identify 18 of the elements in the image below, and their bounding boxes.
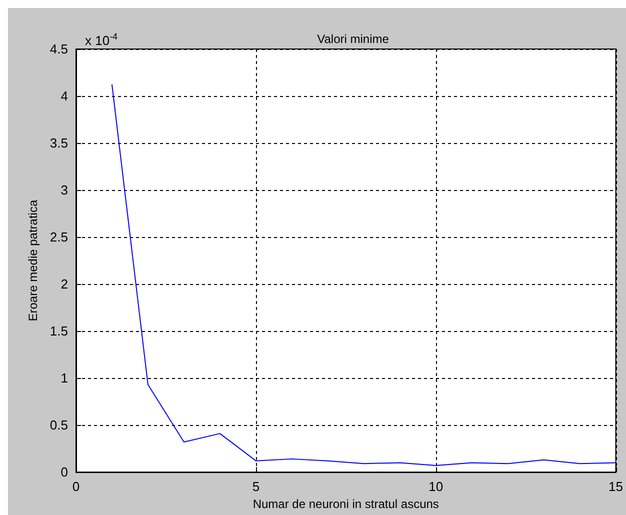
y-tick-label: 2 — [60, 276, 68, 292]
y-axis-title: Eroare medie patratica — [26, 200, 40, 322]
line-series — [111, 84, 616, 466]
x-tick-label: 0 — [72, 479, 80, 494]
y-tick-label: 3.5 — [50, 136, 68, 151]
x-tick-label: 15 — [608, 479, 624, 494]
y-tick-label: 1.5 — [50, 324, 68, 339]
y-tick-label: 0.5 — [50, 418, 68, 433]
chart-title: Valori minime — [317, 32, 390, 46]
y-tick-label: 0 — [60, 464, 68, 480]
y-tick-label: 3 — [60, 182, 68, 198]
x-tick-label: 5 — [252, 479, 260, 494]
y-tick-label: 4 — [60, 88, 68, 104]
y-tick-label: 1 — [60, 370, 68, 386]
x-axis-title: Numar de neuroni in stratul ascuns — [252, 497, 439, 511]
y-tick-label: 4.5 — [50, 42, 68, 56]
x-tick-label: 10 — [428, 479, 444, 494]
y-tick-label: 2.5 — [50, 230, 68, 245]
